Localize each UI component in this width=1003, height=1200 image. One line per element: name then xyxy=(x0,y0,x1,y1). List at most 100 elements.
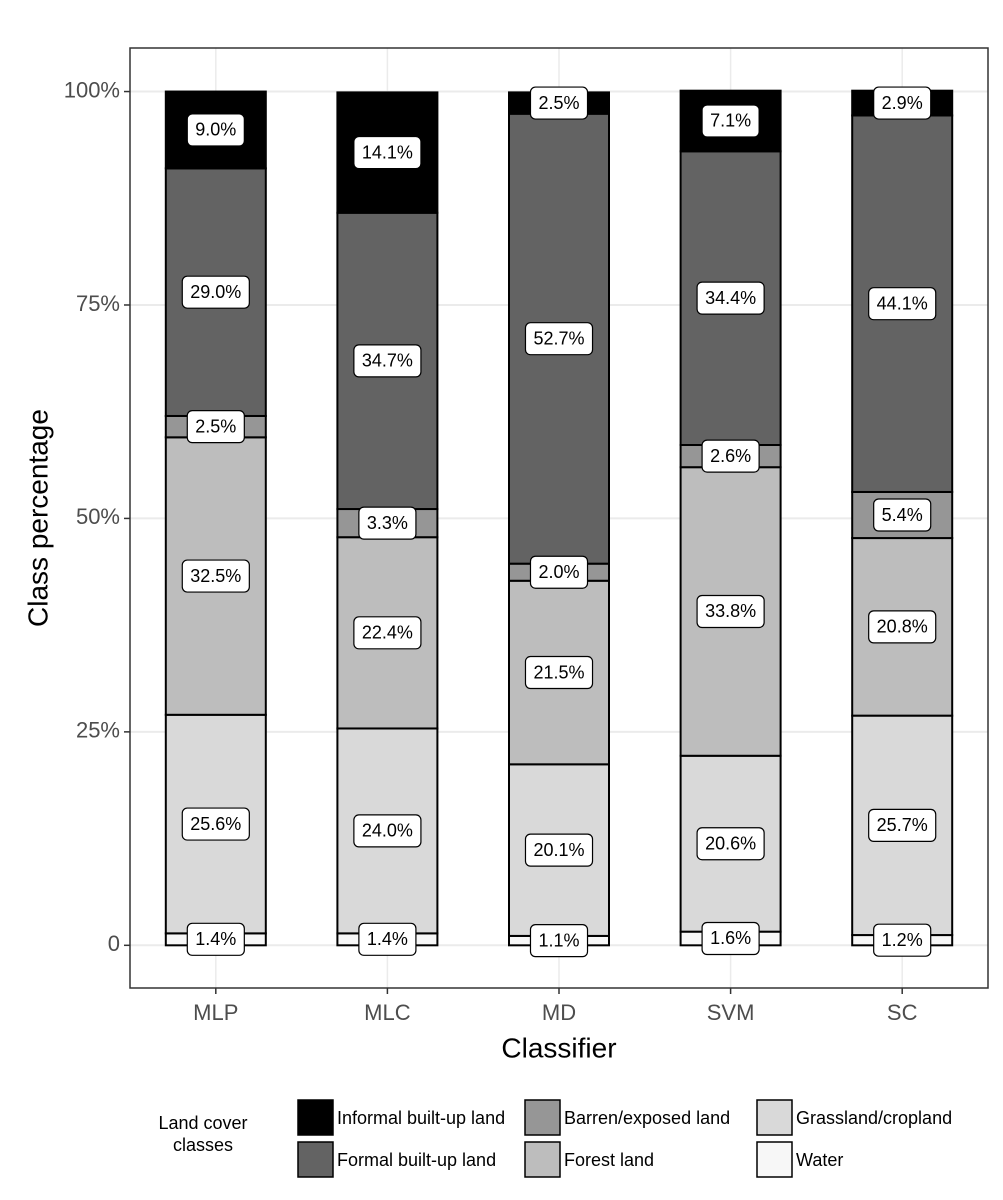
y-axis-title: Class percentage xyxy=(22,409,53,627)
data-label-box xyxy=(353,344,422,378)
legend-swatch xyxy=(297,1141,334,1178)
data-label-box xyxy=(529,924,589,958)
data-label-text: 34.7% xyxy=(362,351,413,371)
data-label-box xyxy=(358,506,417,540)
data-label-box xyxy=(186,922,245,956)
x-tick-label: MLC xyxy=(364,1000,411,1025)
data-label-box xyxy=(529,555,589,589)
data-label-text: 1.6% xyxy=(710,928,751,948)
data-label: 24.0% xyxy=(353,814,422,848)
data-label-box xyxy=(701,104,760,138)
data-label: 32.5% xyxy=(181,559,250,593)
data-label-box xyxy=(868,287,937,321)
data-label-text: 7.1% xyxy=(710,111,751,131)
data-label: 2.5% xyxy=(186,410,245,444)
legend-label: Grassland/cropland xyxy=(796,1108,952,1128)
data-label: 1.1% xyxy=(529,924,589,958)
data-label-box xyxy=(701,439,760,473)
y-tick-label: 75% xyxy=(76,291,120,316)
data-label-text: 52.7% xyxy=(533,328,584,348)
legend-label: Water xyxy=(796,1150,843,1170)
data-label-text: 22.4% xyxy=(362,623,413,643)
data-label: 2.6% xyxy=(701,439,760,473)
data-label-box xyxy=(524,833,594,867)
data-label: 7.1% xyxy=(701,104,760,138)
data-label: 29.0% xyxy=(181,275,250,309)
data-label-box xyxy=(701,921,760,956)
legend-swatch xyxy=(756,1099,793,1136)
data-label: 1.2% xyxy=(873,923,932,957)
data-label: 5.4% xyxy=(873,498,932,532)
legend-swatch xyxy=(524,1099,561,1136)
legend-swatch xyxy=(297,1099,334,1136)
data-label-text: 1.1% xyxy=(538,930,579,950)
data-label: 14.1% xyxy=(353,135,422,170)
data-label-text: 24.0% xyxy=(362,821,413,841)
x-tick-label: MD xyxy=(542,1000,576,1025)
data-label-box xyxy=(696,281,765,315)
data-label-box xyxy=(181,275,250,309)
legend-title: Land cover classes xyxy=(158,1113,248,1155)
data-label: 44.1% xyxy=(868,287,937,321)
data-label-text: 9.0% xyxy=(195,120,236,140)
data-label-box xyxy=(873,86,932,120)
legend-swatch xyxy=(756,1141,793,1178)
data-label: 9.0% xyxy=(186,113,245,147)
data-label: 3.3% xyxy=(358,506,417,540)
data-label-box xyxy=(353,616,422,650)
data-label-text: 2.6% xyxy=(710,446,751,466)
x-tick-label: SC xyxy=(887,1000,918,1025)
data-label-text: 20.8% xyxy=(877,617,928,637)
data-label-box xyxy=(181,559,250,593)
data-label-text: 33.8% xyxy=(705,601,756,621)
data-label: 20.8% xyxy=(868,610,937,644)
data-label-box xyxy=(358,922,417,956)
data-label-text: 14.1% xyxy=(362,142,413,162)
data-label: 25.6% xyxy=(181,807,250,841)
data-label-box xyxy=(873,923,932,957)
data-label: 1.6% xyxy=(701,921,760,956)
data-label-box xyxy=(186,113,245,147)
data-label-text: 2.9% xyxy=(882,93,923,113)
data-label: 25.7% xyxy=(868,808,937,842)
data-label-text: 44.1% xyxy=(877,293,928,313)
data-label-text: 1.4% xyxy=(367,929,408,949)
data-label-text: 20.6% xyxy=(705,833,756,853)
x-tick-label: SVM xyxy=(707,1000,755,1025)
data-label-text: 5.4% xyxy=(882,505,923,525)
data-label-box xyxy=(524,322,594,356)
data-label-box xyxy=(524,655,594,690)
data-label-text: 2.0% xyxy=(538,562,579,582)
data-label: 33.8% xyxy=(696,594,765,629)
data-label: 34.4% xyxy=(696,281,765,315)
data-label-box xyxy=(868,808,937,842)
data-label: 2.0% xyxy=(529,555,589,589)
data-label: 1.4% xyxy=(186,922,245,956)
data-label: 2.5% xyxy=(529,86,589,120)
data-label: 21.5% xyxy=(524,655,594,690)
data-label-text: 32.5% xyxy=(190,566,241,586)
data-label-box xyxy=(353,135,422,170)
legend-label: Barren/exposed land xyxy=(564,1108,730,1128)
data-label-text: 20.1% xyxy=(533,840,584,860)
data-label-box xyxy=(353,814,422,848)
x-axis-title: Classifier xyxy=(501,1032,616,1063)
data-label-box xyxy=(186,410,245,444)
x-tick-label: MLP xyxy=(193,1000,238,1025)
y-tick-label: 50% xyxy=(76,504,120,529)
data-label-text: 29.0% xyxy=(190,282,241,302)
data-label-box xyxy=(873,498,932,532)
data-label-text: 34.4% xyxy=(705,288,756,308)
data-label-box xyxy=(181,807,250,841)
y-tick-label: 100% xyxy=(64,77,120,102)
y-tick-label: 0 xyxy=(108,931,120,956)
data-label: 1.4% xyxy=(358,922,417,956)
data-label: 2.9% xyxy=(873,86,932,120)
data-label-text: 1.2% xyxy=(882,930,923,950)
legend-label: Forest land xyxy=(564,1150,654,1170)
data-label: 52.7% xyxy=(524,322,594,356)
data-label-text: 2.5% xyxy=(538,93,579,113)
y-tick-label: 25% xyxy=(76,718,120,743)
legend-swatch xyxy=(524,1141,561,1178)
data-label: 20.6% xyxy=(696,827,765,861)
